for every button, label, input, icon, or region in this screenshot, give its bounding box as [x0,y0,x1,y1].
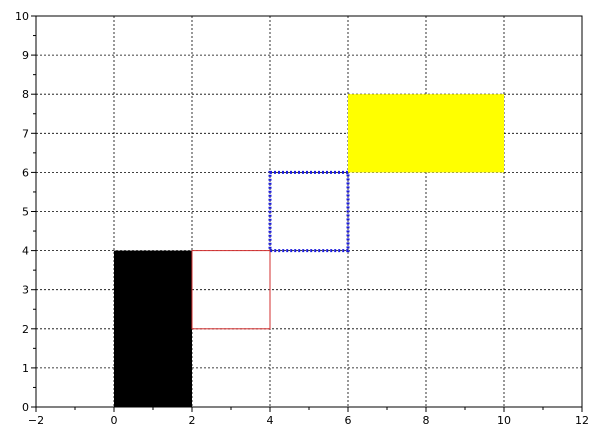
shape-rect-1 [191,250,271,330]
shapes [114,94,504,407]
shape-rect-3 [348,94,504,173]
x-tick-label-6: 10 [497,414,511,427]
y-tick-label-1: 1 [22,362,29,375]
x-tick-label-5: 8 [423,414,430,427]
axis-ticks [31,15,583,412]
x-tick-label-2: 2 [189,414,196,427]
y-tick-label-8: 8 [22,88,29,101]
y-tick-label-2: 2 [22,323,29,336]
shape-rect-0 [114,250,192,407]
x-tick-label-0: −2 [28,414,44,427]
y-tick-label-6: 6 [22,166,29,179]
shape-rect-2 [268,170,350,253]
x-tick-label-3: 4 [267,414,274,427]
x-tick-label-4: 6 [345,414,352,427]
y-tick-label-4: 4 [22,245,29,258]
y-tick-label-10: 10 [15,10,29,23]
y-tick-label-0: 0 [22,401,29,414]
x-tick-label-7: 12 [575,414,589,427]
y-tick-label-9: 9 [22,49,29,62]
y-tick-label-3: 3 [22,284,29,297]
y-tick-label-5: 5 [22,206,29,219]
x-tick-label-1: 0 [111,414,118,427]
y-tick-label-7: 7 [22,127,29,140]
